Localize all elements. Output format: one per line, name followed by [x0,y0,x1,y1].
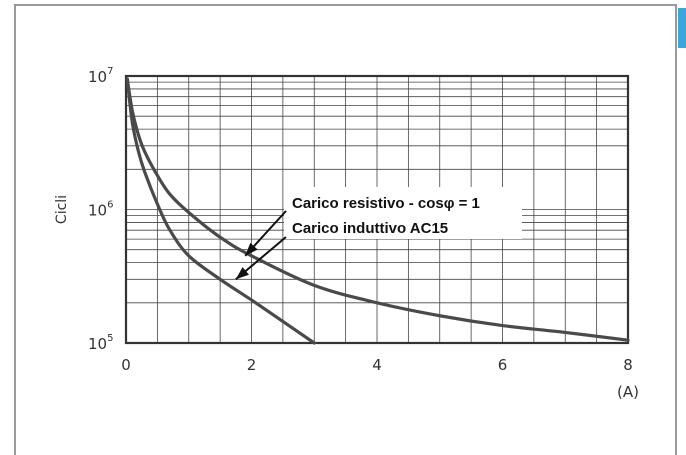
x-tick-label: 8 [623,356,633,374]
annotation-label: Carico induttivo AC15 [292,220,448,237]
y-tick-label: 105 [88,333,113,353]
annotation-background [284,187,522,239]
annotation-arrow-head [245,242,258,256]
x-tick-labels: 0 2 4 6 8 [121,356,633,374]
y-tick-labels: 105 106 107 [88,66,113,353]
x-unit-label: (A) [617,383,639,401]
annotations: Carico resistivo - cosφ = 1 Carico indutt… [235,187,522,281]
plot-border [124,74,630,345]
x-tick-label: 2 [247,356,257,374]
series-line-2 [125,77,316,345]
y-tick-label: 107 [88,66,113,86]
series-lines [125,77,630,345]
x-tick-label: 0 [121,356,131,374]
chart-frame [14,4,677,455]
annotation-arrow-head [235,267,249,280]
side-accent-tab [678,8,686,48]
annotation-label: Carico resistivo - cosφ = 1 [292,195,480,212]
y-axis-label: Cicli [54,195,70,224]
y-tick-label: 106 [88,200,113,220]
x-tick-label: 4 [372,356,382,374]
series-line-1 [125,77,630,342]
x-tick-label: 6 [498,356,508,374]
